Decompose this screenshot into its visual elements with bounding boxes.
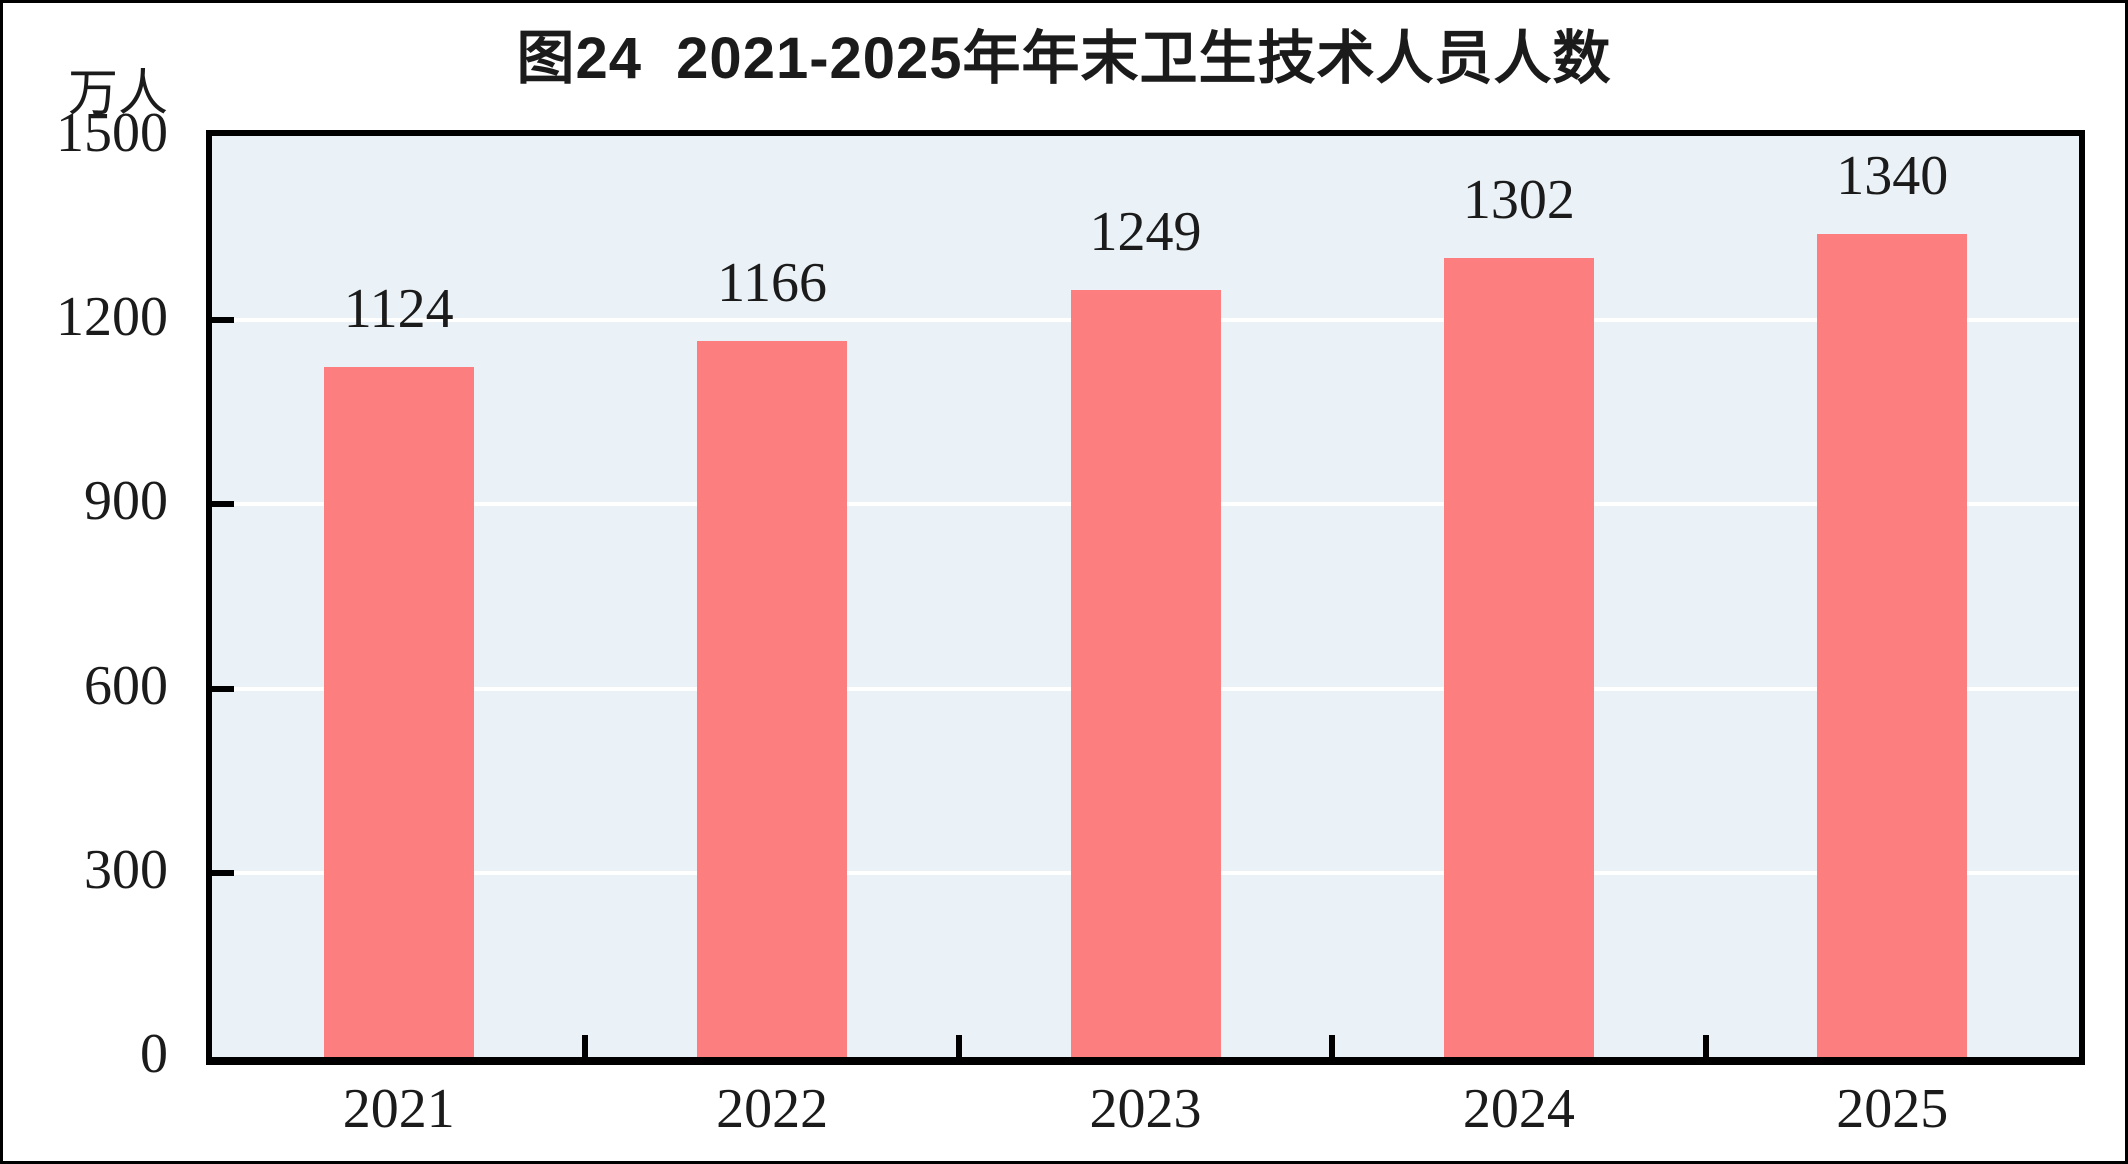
x-axis-tick-labels: 2021 2022 2023 2024 2025 — [212, 1079, 2079, 1149]
y-tick-label: 0 — [140, 1023, 168, 1085]
x-axis-tick-mark — [1329, 1035, 1336, 1057]
bar-value-label: 1124 — [343, 277, 454, 340]
x-axis-tick-mark — [1702, 1035, 1709, 1057]
x-tick-label: 2024 — [1462, 1078, 1575, 1140]
x-tick-label: 2023 — [1089, 1078, 1202, 1140]
x-axis-tick-mark — [955, 1035, 962, 1057]
y-tick-label: 1200 — [56, 286, 168, 349]
y-axis-tick-mark — [212, 317, 234, 324]
bar-value-label: 1340 — [1836, 145, 1949, 208]
y-tick-label: 900 — [84, 470, 168, 533]
chart-title: 图24 2021-2025年年末卫生技术人员人数 — [516, 26, 1612, 91]
bar-2025 — [1817, 234, 1968, 1057]
x-tick-label: 2021 — [342, 1078, 455, 1140]
bar-2022 — [697, 341, 848, 1057]
bar-2023 — [1070, 290, 1221, 1057]
x-tick-label: 2022 — [716, 1078, 829, 1140]
y-axis-tick-mark — [212, 869, 234, 876]
bar-value-label: 1166 — [717, 252, 828, 315]
plot-area: 1124 1166 1249 1302 1340 — [206, 130, 2085, 1065]
bar-2021 — [323, 366, 474, 1057]
y-axis-tick-mark — [212, 501, 234, 508]
bar-value-label: 1249 — [1089, 201, 1202, 264]
y-tick-label: 600 — [84, 654, 168, 717]
y-tick-label: 300 — [84, 838, 168, 901]
bar-2024 — [1443, 257, 1594, 1057]
y-axis-unit-label: 万人 — [68, 65, 168, 121]
y-axis-tick-labels: 0 300 600 900 1200 1500 — [3, 102, 168, 1085]
x-tick-label: 2025 — [1836, 1078, 1949, 1140]
y-tick-label: 1500 — [56, 102, 168, 164]
plot-inner: 1124 1166 1249 1302 1340 — [212, 136, 2079, 1057]
bar-value-label: 1302 — [1462, 168, 1575, 231]
y-axis-tick-mark — [212, 685, 234, 692]
x-axis-tick-mark — [582, 1035, 589, 1057]
